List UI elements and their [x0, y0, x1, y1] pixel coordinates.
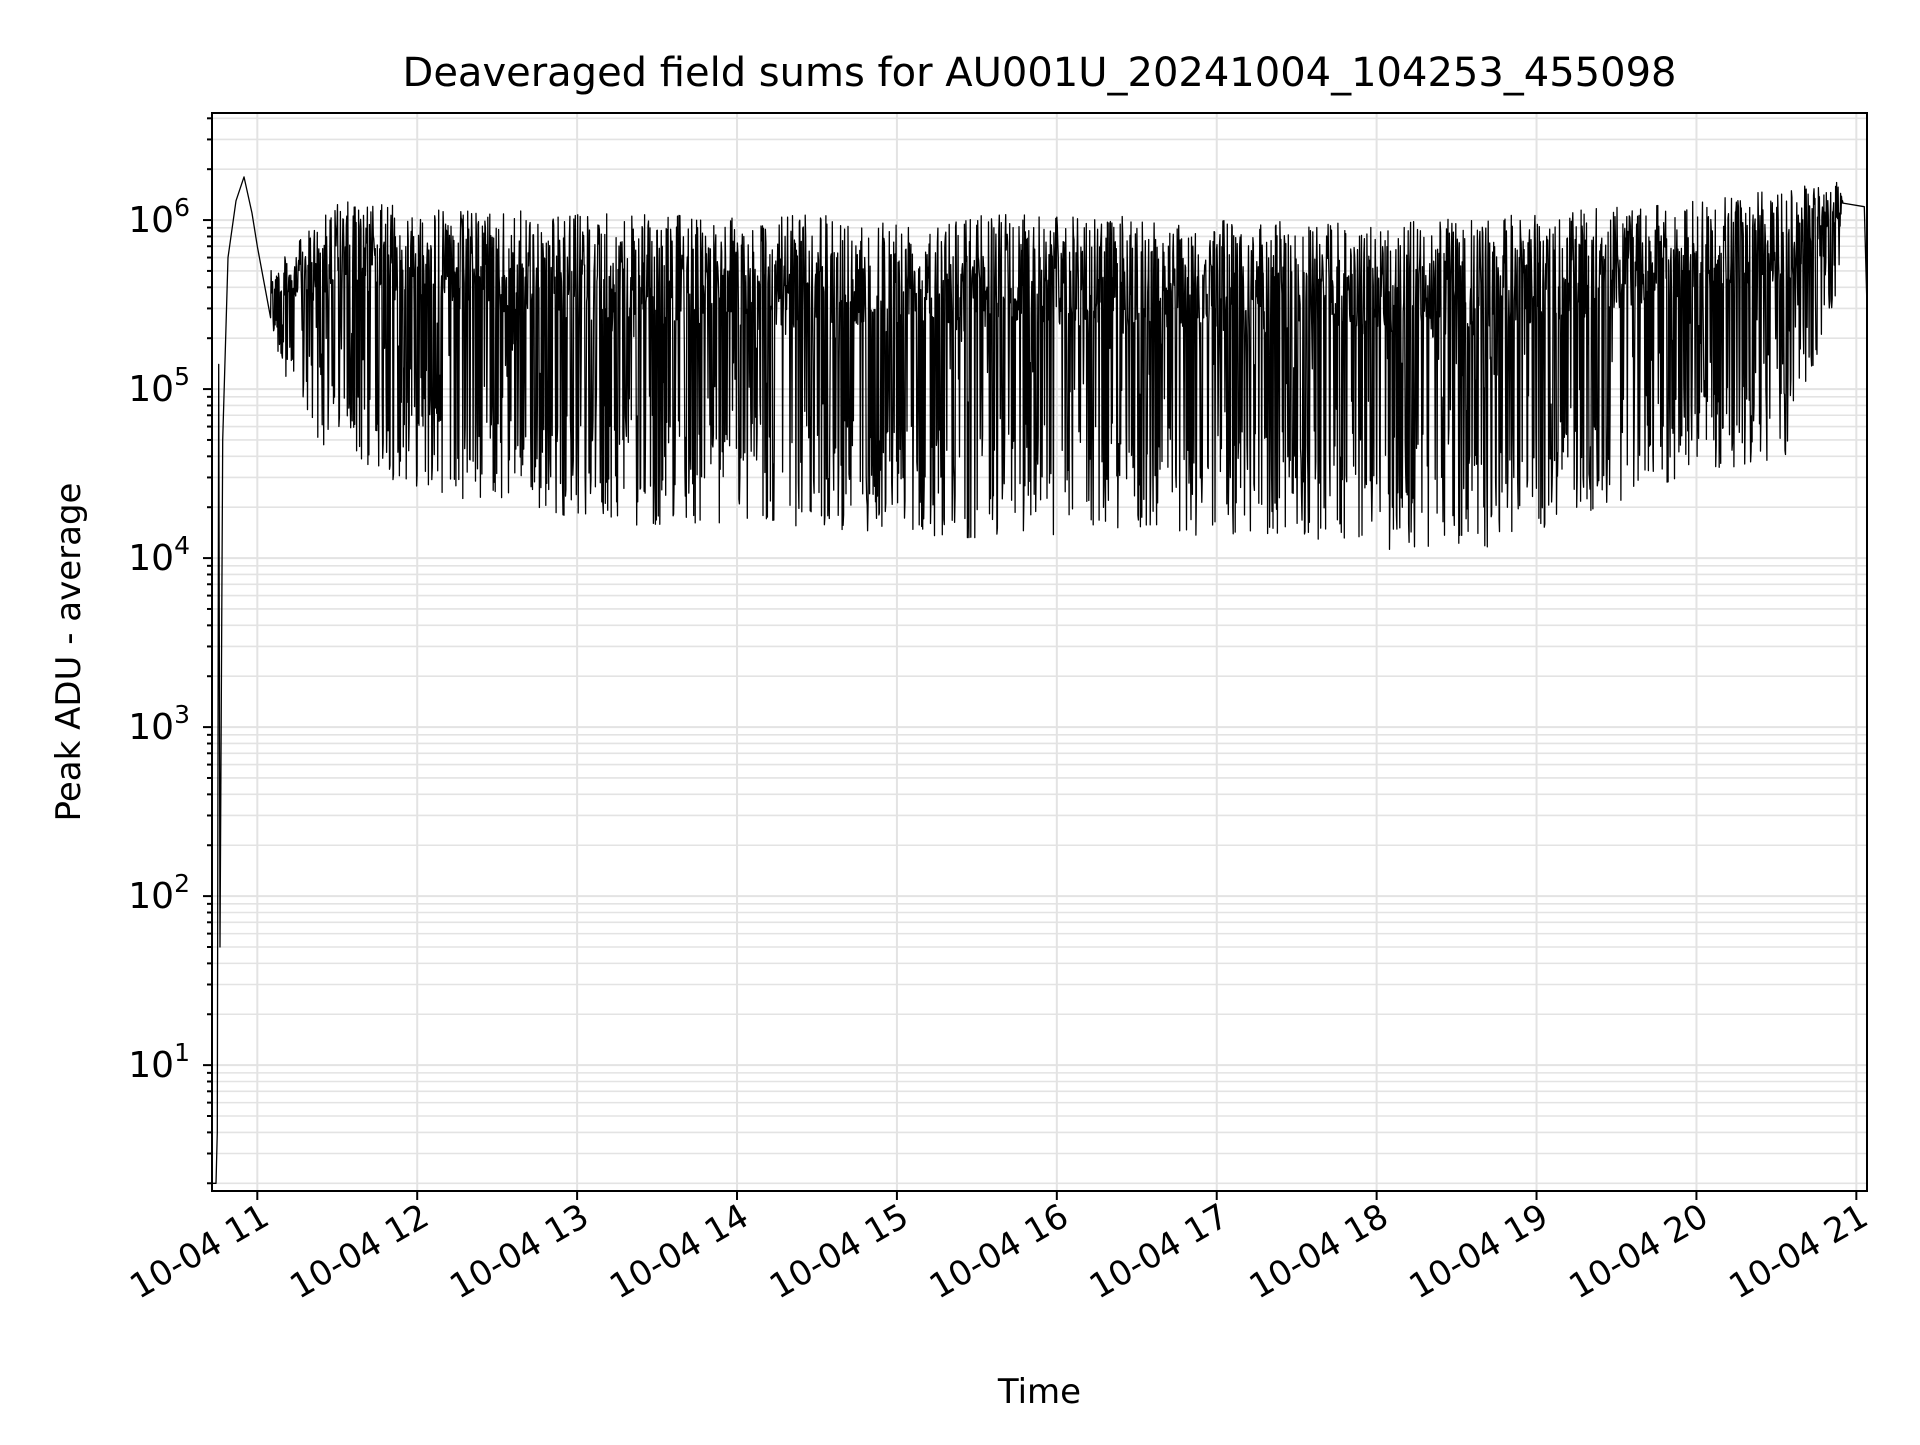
- y-tick-label: 102: [128, 869, 190, 917]
- series-layer: [212, 176, 1868, 1184]
- x-tick-label: 10-04 13: [443, 1196, 595, 1307]
- x-tick-label: 10-04 20: [1563, 1196, 1715, 1307]
- x-tick-label: 10-04 21: [1722, 1196, 1874, 1307]
- x-tick-label: 10-04 19: [1403, 1196, 1555, 1307]
- x-tick-label: 10-04 16: [923, 1196, 1075, 1307]
- x-tick-label: 10-04 11: [123, 1196, 275, 1307]
- y-tick-label: 103: [128, 700, 190, 748]
- y-tick-label: 104: [128, 531, 190, 579]
- chart-title: Deaveraged field sums for AU001U_2024100…: [403, 50, 1677, 96]
- y-tick-label: 101: [128, 1038, 190, 1086]
- x-axis-label: Time: [997, 1372, 1081, 1412]
- x-tick-label: 10-04 18: [1243, 1196, 1395, 1307]
- x-tick-label: 10-04 17: [1083, 1196, 1235, 1307]
- plot-frame: [211, 112, 1868, 1192]
- x-tick-label: 10-04 14: [603, 1196, 755, 1307]
- x-tick-label: 10-04 12: [283, 1196, 435, 1307]
- y-axis-label: Peak ADU - average: [49, 483, 89, 822]
- x-tick-label: 10-04 15: [763, 1196, 915, 1307]
- y-tick-label: 106: [128, 193, 190, 241]
- y-tick-label: 105: [128, 362, 190, 410]
- data-series-line: [212, 176, 1868, 1184]
